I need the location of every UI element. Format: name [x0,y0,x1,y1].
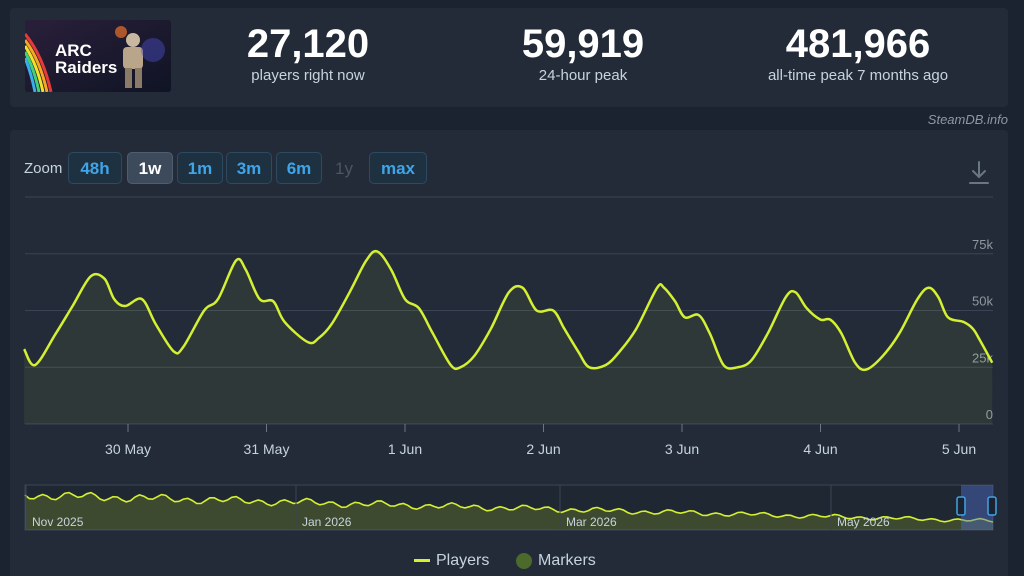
grid-lines [25,196,993,425]
players-line [22,249,994,372]
character-silhouette [115,26,165,88]
zoom-1w-button[interactable]: 1w [127,152,173,184]
players-area [24,251,993,424]
zoom-48h-button[interactable]: 48h [68,152,122,184]
x-tick-label: 3 Jun [665,441,699,457]
logo-text-line2: Raiders [55,58,117,77]
legend-label: Players [436,552,490,569]
navigator-tick-label: Nov 2025 [32,515,84,529]
game-logo-art: ARC Raiders [25,20,171,92]
legend-item-players[interactable]: Players [414,552,489,570]
chart-panel: Zoom 48h 1w 1m 3m 6m 1y max 025k50k75k 3… [10,130,1008,576]
legend-label: Markers [538,552,596,569]
stripe-decoration [25,33,53,92]
zoom-label: Zoom [24,160,63,177]
stat-all-time-peak: 481,966 all-time peak 7 months ago [748,22,968,86]
zoom-3m-button[interactable]: 3m [226,152,272,184]
stat-value: 59,919 [521,22,645,66]
x-axis-ticks: 30 May 31 May 1 Jun 2 Jun 3 Jun 4 Jun 5 Jun [105,424,976,457]
x-tick-label: 2 Jun [526,441,560,457]
navigator-tick-label: May 2026 [837,515,890,529]
stat-label: 24-hour peak [538,67,628,84]
game-logo[interactable]: ARC Raiders [25,20,171,92]
stat-value: 27,120 [246,22,370,66]
stat-label: all-time peak 7 months ago [767,67,949,84]
y-tick-label: 0 [986,407,993,422]
legend-circle-symbol [516,552,532,569]
zoom-1m-button[interactable]: 1m [177,152,223,184]
x-tick-label: 4 Jun [803,441,837,457]
navigator-right-handle[interactable] [987,496,997,516]
x-tick-label: 31 May [244,441,290,457]
zoom-6m-button[interactable]: 6m [276,152,322,184]
navigator-line [24,491,994,523]
stat-24h-peak: 59,919 24-hour peak [488,22,678,86]
zoom-1y-button[interactable]: 1y [335,159,353,178]
x-tick-label: 1 Jun [388,441,422,457]
x-tick-label: 30 May [105,441,151,457]
stats-panel: ARC Raiders 27,120 players right now 59,… [10,8,1008,107]
y-tick-label: 50k [972,294,993,309]
legend-item-markers[interactable]: Markers [516,552,596,570]
zoom-max-button[interactable]: max [369,152,427,184]
x-tick-label: 5 Jun [942,441,976,457]
stat-label: players right now [251,67,365,84]
navigator-tick-label: Jan 2026 [302,515,352,529]
navigator-tick-label: Mar 2026 [566,515,617,529]
navigator-frame [24,484,994,531]
navigator[interactable]: Nov 2025 Jan 2026 Mar 2026 May 2026 [24,484,997,531]
navigator-area [25,492,993,530]
stat-value: 481,966 [785,22,931,66]
legend-line-symbol [414,559,430,563]
download-icon[interactable] [968,160,990,186]
logo-text-line1: ARC [55,41,92,60]
stat-current-players: 27,120 players right now [218,22,398,86]
y-tick-label: 75k [972,237,993,252]
navigator-left-handle[interactable] [956,496,966,516]
steamdb-credit[interactable]: SteamDB.info [927,112,1008,127]
